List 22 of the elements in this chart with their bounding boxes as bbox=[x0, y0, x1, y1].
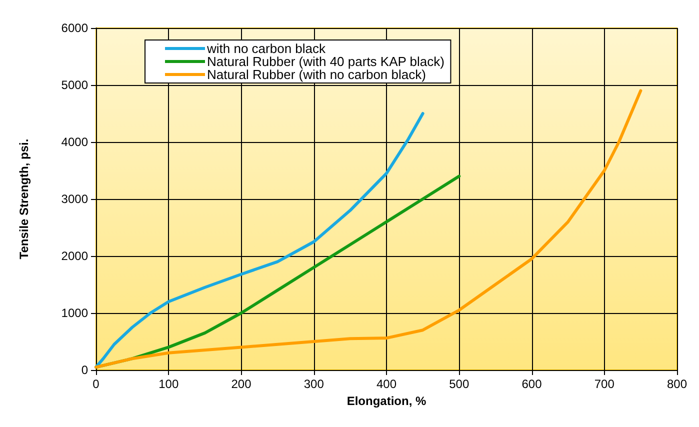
x-tick-label: 700 bbox=[594, 377, 615, 391]
y-tick-label: 2000 bbox=[61, 249, 88, 263]
x-tick-label: 100 bbox=[158, 377, 179, 391]
x-tick-label: 300 bbox=[304, 377, 324, 391]
line-series bbox=[94, 112, 424, 369]
x-tick-label: 600 bbox=[522, 377, 542, 391]
legend-label: Natural Rubber (with 40 parts KAP black) bbox=[207, 54, 444, 69]
y-tick-label: 6000 bbox=[61, 21, 88, 35]
y-tick-label: 0 bbox=[81, 363, 88, 377]
x-tick-label: 200 bbox=[231, 377, 252, 391]
y-tick-label: 1000 bbox=[61, 306, 88, 320]
x-axis-title: Elongation, % bbox=[346, 394, 426, 408]
line-series bbox=[94, 89, 642, 369]
y-tick-label: 4000 bbox=[61, 135, 88, 149]
x-tick-label: 500 bbox=[449, 377, 470, 391]
y-tick-label: 3000 bbox=[61, 192, 88, 206]
x-tick-label: 800 bbox=[666, 377, 688, 391]
x-tick-label: 0 bbox=[92, 377, 100, 391]
y-tick-label: 5000 bbox=[61, 78, 88, 92]
legend-label: with no carbon black bbox=[206, 41, 326, 56]
y-axis-title: Tensile Strength, psi. bbox=[17, 138, 31, 260]
x-tick-label: 400 bbox=[376, 377, 397, 391]
